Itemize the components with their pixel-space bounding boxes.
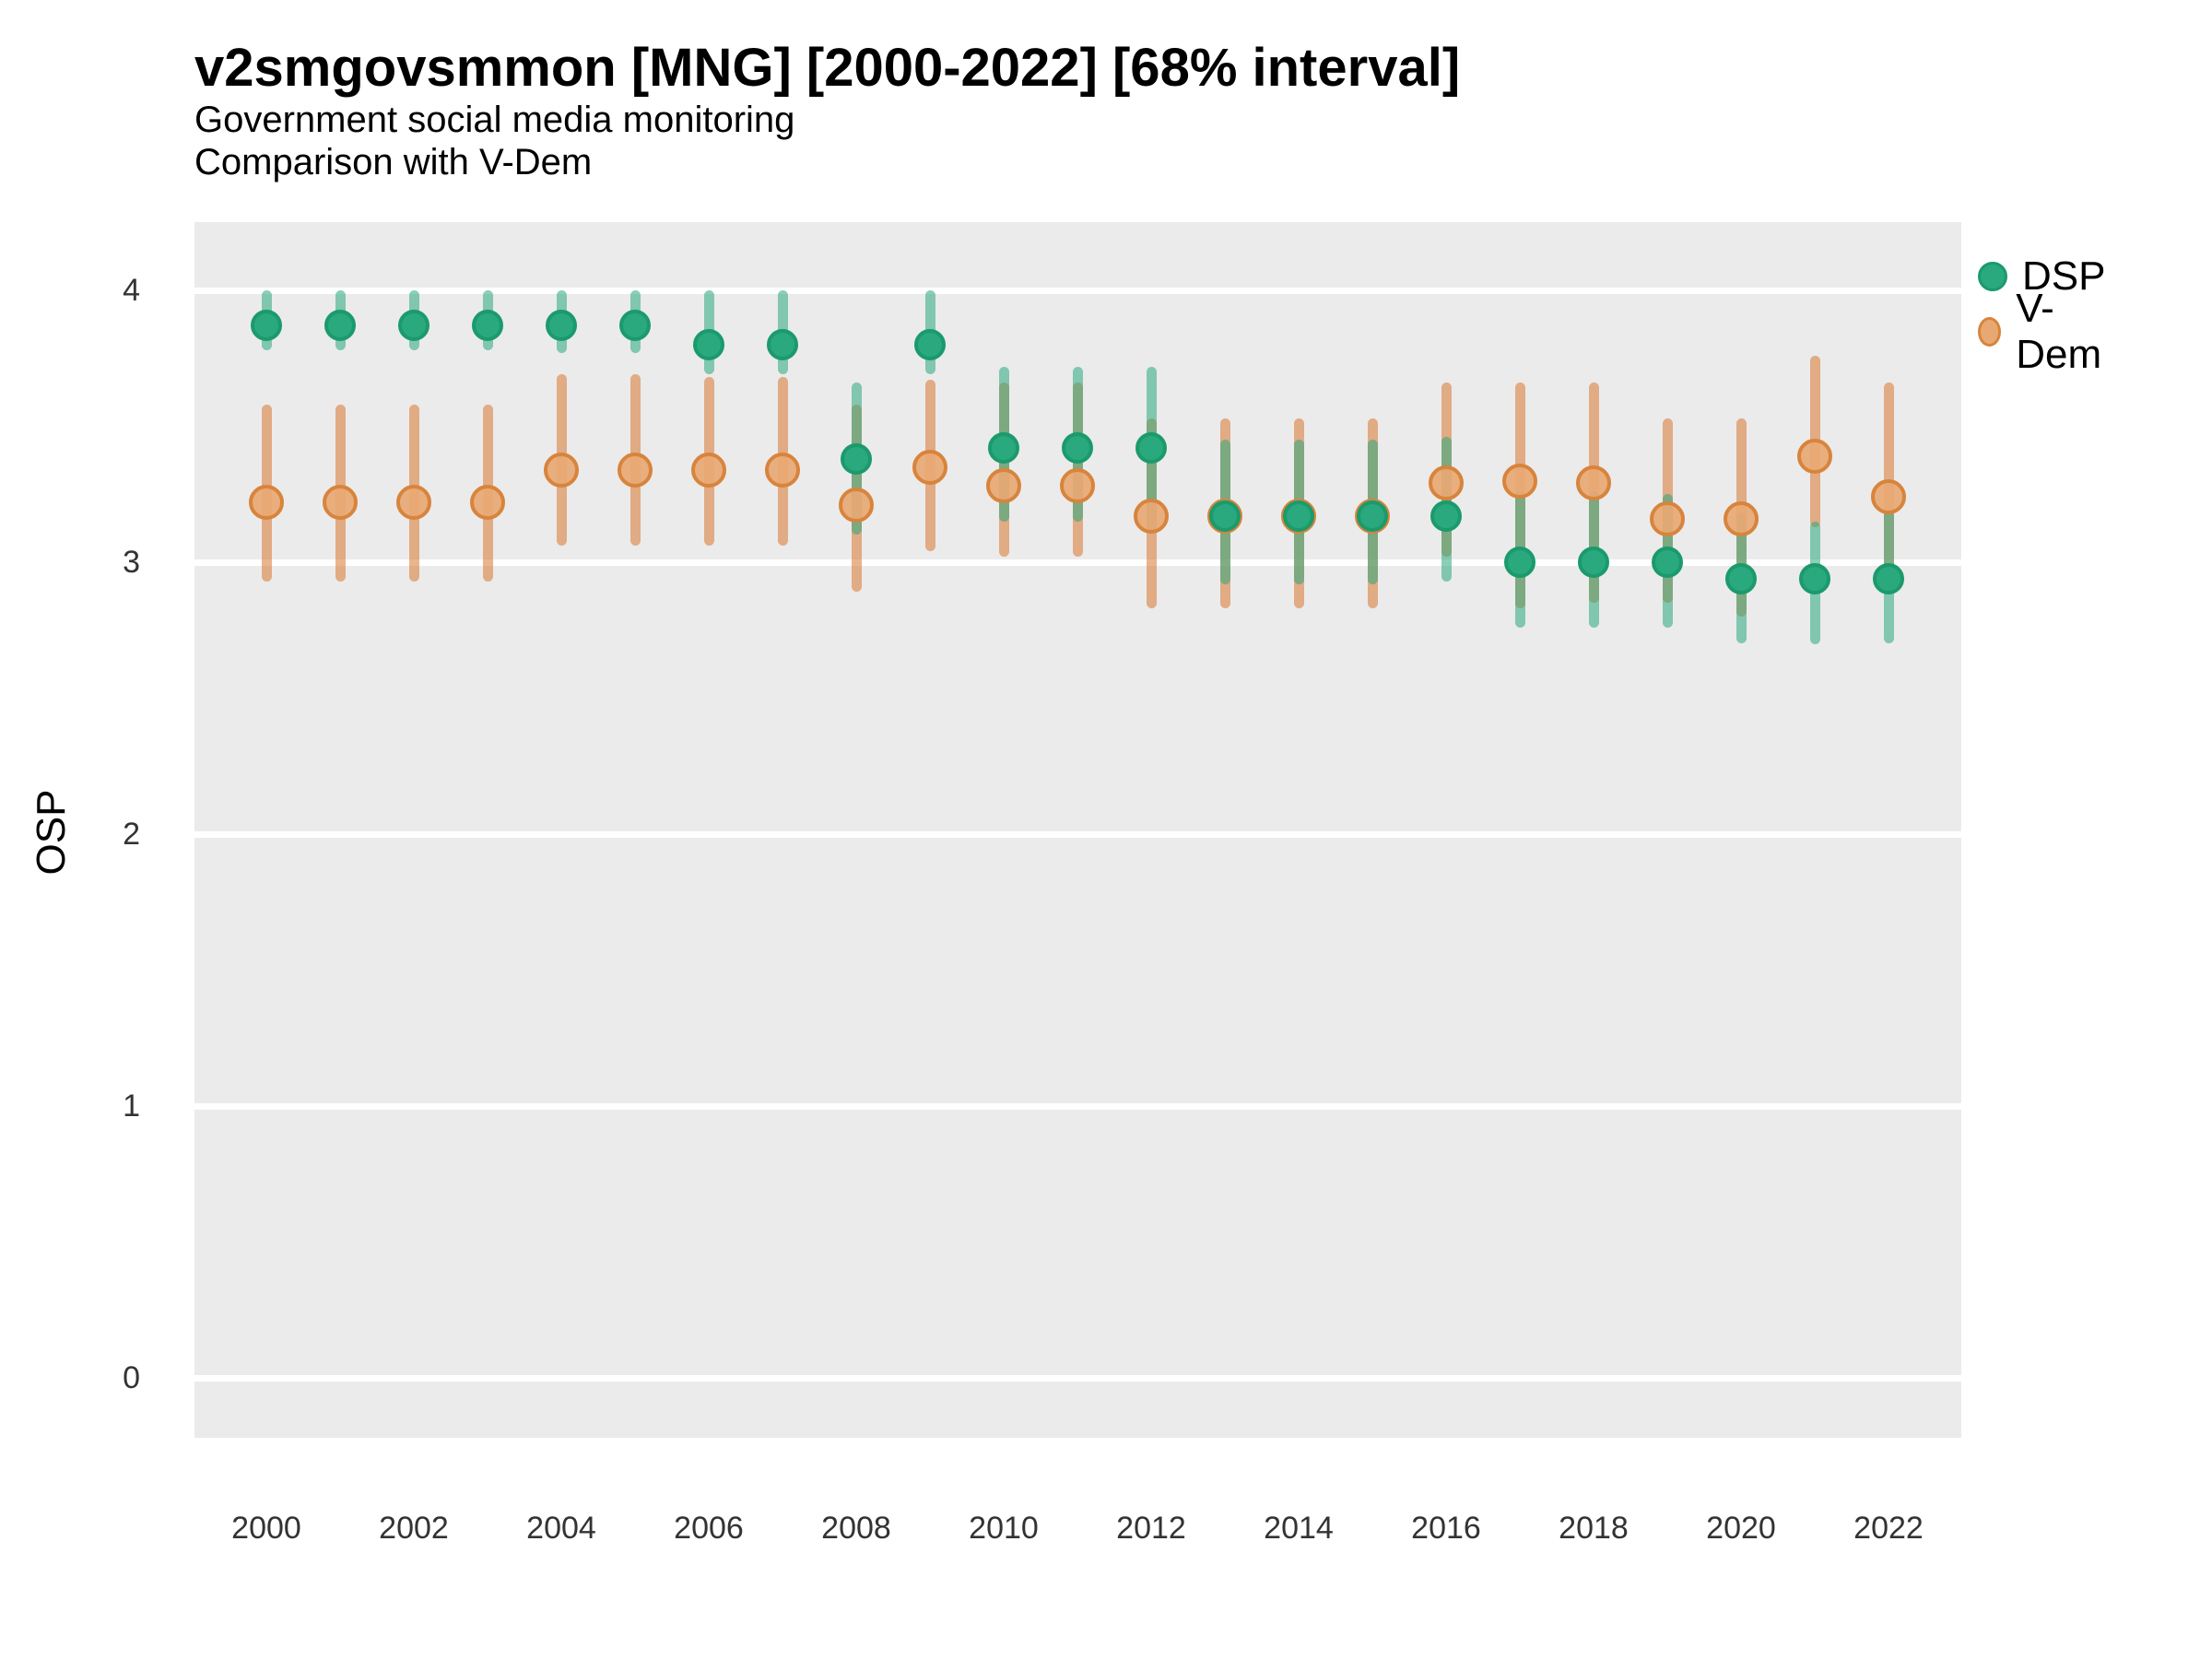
x-tick-label: 2008 — [821, 1511, 891, 1546]
y-tick-label: 1 — [123, 1088, 140, 1124]
x-tick-label: 2004 — [526, 1511, 596, 1546]
point-vdem — [396, 485, 431, 521]
point-vdem — [1429, 465, 1464, 501]
point-dsp — [914, 329, 946, 360]
point-vdem — [986, 468, 1021, 504]
x-tick-label: 2022 — [1853, 1511, 1924, 1546]
gridline-y-0 — [194, 1374, 1961, 1382]
point-dsp — [1504, 547, 1535, 578]
x-tick-label: 2006 — [674, 1511, 744, 1546]
point-dsp — [1873, 562, 1904, 594]
legend-label-dsp: DSP — [2022, 253, 2106, 299]
point-dsp — [1430, 500, 1462, 532]
point-vdem — [1576, 465, 1611, 501]
point-vdem — [839, 488, 874, 524]
point-dsp — [1283, 500, 1314, 532]
legend-item-vdem: V-Dem — [1978, 286, 2108, 377]
y-tick-label: 2 — [123, 817, 140, 852]
y-tick-label: 0 — [123, 1360, 140, 1395]
point-vdem — [765, 452, 800, 488]
x-tick-label: 2016 — [1411, 1511, 1481, 1546]
plot-panel — [194, 222, 1961, 1438]
legend-item-dsp: DSP — [1978, 253, 2106, 299]
point-dsp — [767, 329, 798, 360]
point-dsp — [1652, 547, 1683, 578]
legend-label-vdem: V-Dem — [2016, 286, 2102, 377]
x-tick-label: 2012 — [1116, 1511, 1186, 1546]
point-vdem — [323, 485, 358, 521]
x-tick-label: 2014 — [1264, 1511, 1334, 1546]
chart-subtitle-comparison: Comparison with V-Dem — [194, 142, 593, 182]
y-tick-label: 4 — [123, 273, 140, 308]
point-dsp — [619, 310, 651, 342]
point-vdem — [618, 452, 653, 488]
point-dsp — [398, 310, 429, 342]
y-tick-label: 3 — [123, 545, 140, 580]
point-vdem — [1060, 468, 1095, 504]
point-dsp — [988, 432, 1019, 465]
point-dsp — [324, 310, 356, 342]
x-tick-label: 2018 — [1559, 1511, 1629, 1546]
point-dsp — [1135, 432, 1167, 465]
x-tick-label: 2000 — [231, 1511, 301, 1546]
page-title: v2smgovsmmon [MNG] [2000-2022] [68% inte… — [194, 38, 1461, 98]
chart-subtitle: Government social media monitoring — [194, 100, 795, 140]
vdem-legend-dot-icon — [1978, 317, 2002, 347]
point-dsp — [1062, 432, 1093, 465]
x-tick-label: 2010 — [969, 1511, 1039, 1546]
gridline-y-3 — [194, 559, 1961, 566]
point-dsp — [546, 310, 577, 342]
point-dsp — [841, 442, 872, 475]
gridline-y-4 — [194, 287, 1961, 294]
gridline-y-2 — [194, 830, 1961, 838]
point-vdem — [249, 485, 284, 521]
point-dsp — [693, 329, 724, 360]
point-vdem — [1134, 498, 1169, 534]
point-dsp — [472, 310, 503, 342]
point-dsp — [1209, 500, 1241, 532]
point-dsp — [1725, 562, 1757, 594]
point-vdem — [544, 452, 579, 488]
point-vdem — [470, 485, 505, 521]
point-dsp — [251, 310, 282, 342]
dsp-legend-dot-icon — [1978, 262, 2007, 291]
point-vdem — [912, 449, 947, 485]
point-dsp — [1357, 500, 1388, 532]
point-vdem — [1871, 479, 1906, 515]
point-dsp — [1578, 547, 1609, 578]
gridline-y-1 — [194, 1102, 1961, 1110]
point-vdem — [1650, 500, 1685, 536]
point-dsp — [1799, 562, 1830, 594]
point-vdem — [691, 452, 726, 488]
point-vdem — [1797, 438, 1832, 474]
x-tick-label: 2020 — [1706, 1511, 1776, 1546]
point-vdem — [1502, 463, 1537, 499]
x-tick-label: 2002 — [379, 1511, 449, 1546]
point-vdem — [1724, 500, 1759, 536]
